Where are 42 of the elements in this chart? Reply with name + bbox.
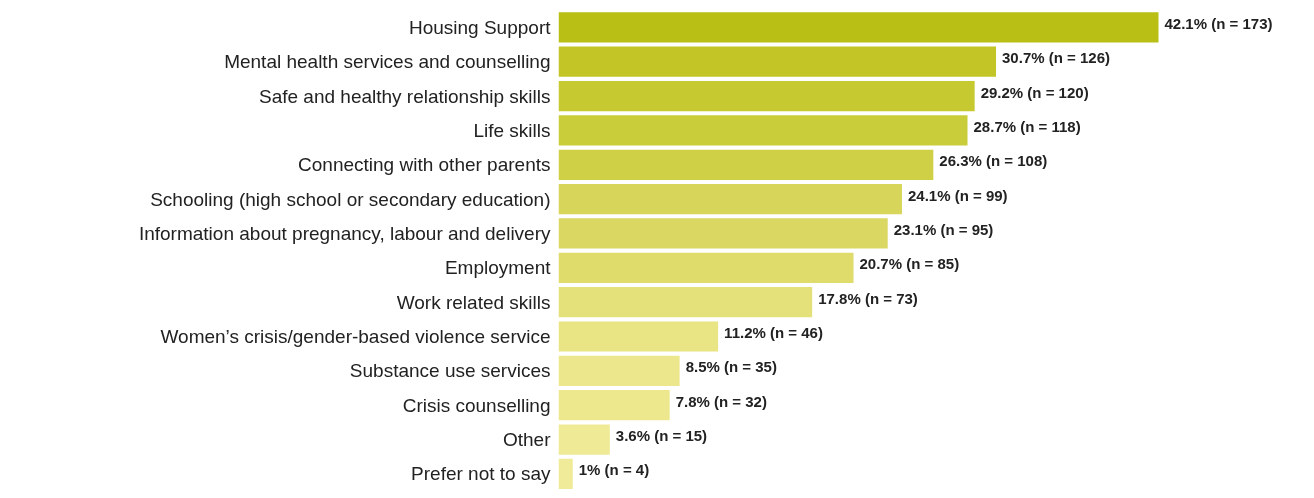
data-label: 20.7% (n = 85)	[859, 255, 960, 273]
bar	[558, 287, 813, 318]
bar	[558, 80, 975, 112]
bar	[558, 149, 934, 180]
bar	[558, 321, 719, 352]
y-tick-label: Employment	[444, 257, 552, 279]
bar	[558, 458, 573, 489]
y-tick-label: Other	[502, 429, 552, 451]
y-tick-label: Women’s crisis/gender-based violence service	[160, 326, 551, 348]
data-label: 26.3% (n = 108)	[939, 152, 1048, 170]
y-tick-label: Crisis counselling	[402, 394, 551, 416]
y-tick-label: Safe and healthy relationship skills	[259, 85, 551, 107]
bar	[558, 390, 670, 421]
data-label: 29.2% (n = 120)	[980, 83, 1089, 101]
data-label: 28.7% (n = 118)	[973, 117, 1081, 135]
data-label: 3.6% (n = 15)	[615, 427, 708, 445]
bar	[558, 252, 854, 283]
y-tick-label: Information about pregnancy, labour and delivery	[138, 222, 551, 244]
data-label: 23.1% (n = 95)	[893, 220, 994, 238]
data-label: 7.8% (n = 32)	[675, 392, 767, 410]
y-tick-label: Prefer not to say	[411, 463, 551, 485]
bar	[558, 355, 680, 386]
y-tick-label: Connecting with other parents	[298, 154, 551, 176]
bar	[558, 115, 968, 146]
data-label: 30.7% (n = 126)	[1002, 49, 1111, 67]
y-tick-label: Schooling (high school or secondary education)	[150, 188, 551, 210]
data-label: 17.8% (n = 73)	[818, 289, 918, 307]
y-tick-label: Substance use services	[349, 360, 551, 382]
bar	[558, 12, 1159, 43]
bar	[558, 424, 610, 455]
data-label: 24.1% (n = 99)	[907, 186, 1008, 204]
data-label: 1% (n = 4)	[578, 461, 650, 479]
y-tick-label: Life skills	[473, 119, 551, 141]
bar	[558, 184, 902, 215]
y-tick-label: Housing Support	[408, 16, 552, 38]
y-tick-label: Work related skills	[396, 291, 551, 313]
data-label: 11.2% (n = 46)	[724, 324, 823, 342]
y-tick-label: Mental health services and counselling	[224, 51, 551, 73]
data-label: 42.1% (n = 173)	[1164, 14, 1273, 32]
bar	[558, 46, 997, 77]
bar	[558, 218, 888, 249]
data-label: 8.5% (n = 35)	[685, 358, 777, 376]
